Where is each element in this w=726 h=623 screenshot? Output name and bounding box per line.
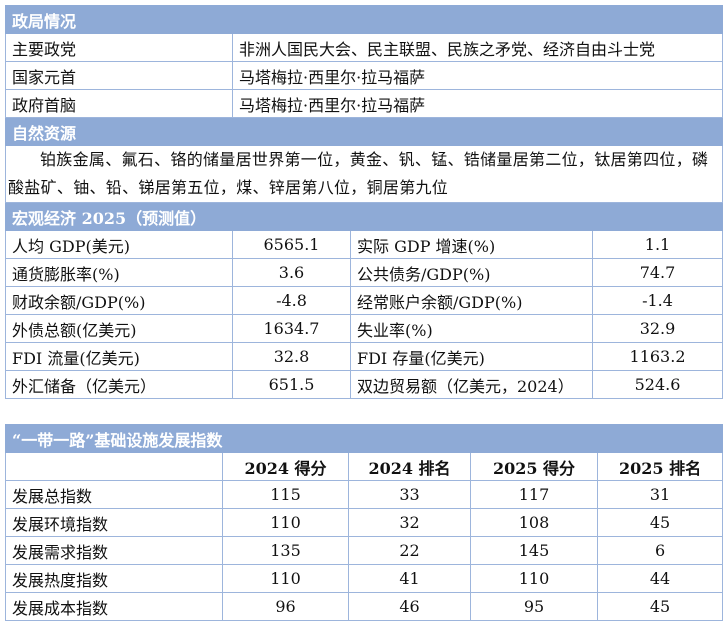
cell-value: 1634.7 xyxy=(232,314,351,343)
empty-cell xyxy=(5,452,223,481)
cell-value: 524.6 xyxy=(591,370,724,399)
table-row: 发展需求指数 135 22 145 6 xyxy=(5,536,724,565)
cell-value: 74.7 xyxy=(591,258,724,287)
table-row: FDI 流量(亿美元) 32.8 FDI 存量(亿美元) 1163.2 xyxy=(5,342,724,371)
cell-value: 31 xyxy=(596,480,724,509)
section-header: “一带一路”基础设施发展指数 xyxy=(4,424,724,453)
cell-value: 117 xyxy=(470,480,598,509)
cell-label: 实际 GDP 增速(%) xyxy=(350,230,593,259)
cell-value: 3.6 xyxy=(232,258,351,287)
paragraph: 铂族金属、氟石、铬的储量居世界第一位，黄金、钒、锰、锆储量居第二位，钛居第四位，… xyxy=(4,145,724,203)
cell-value: 45 xyxy=(596,592,724,621)
cell-value: 44 xyxy=(596,564,724,593)
row-label: 发展成本指数 xyxy=(5,592,223,621)
row-label: 政府首脑 xyxy=(5,89,233,118)
row-value: 马塔梅拉·西里尔·拉马福萨 xyxy=(231,89,724,118)
column-header: 2024 排名 xyxy=(348,452,471,481)
cell-value: 110 xyxy=(222,564,349,593)
cell-label: 通货膨胀率(%) xyxy=(5,258,233,287)
cell-value: 1163.2 xyxy=(591,342,724,371)
cell-label: 外债总额(亿美元) xyxy=(5,314,233,343)
section-title: 自然资源 xyxy=(4,117,724,146)
cell-label: FDI 存量(亿美元) xyxy=(350,342,593,371)
cell-value: 33 xyxy=(348,480,471,509)
cell-value: 45 xyxy=(596,508,724,537)
column-header: 2025 得分 xyxy=(470,452,598,481)
column-header: 2024 得分 xyxy=(222,452,349,481)
cell-value: -4.8 xyxy=(232,286,351,315)
row-label: 发展总指数 xyxy=(5,480,223,509)
table-row: 政府首脑 马塔梅拉·西里尔·拉马福萨 xyxy=(5,89,724,118)
section-header: 自然资源 xyxy=(4,117,724,146)
column-header: 2025 排名 xyxy=(596,452,724,481)
cell-value: 32.9 xyxy=(591,314,724,343)
cell-label: 经常账户余额/GDP(%) xyxy=(350,286,593,315)
table-row: 发展环境指数 110 32 108 45 xyxy=(5,508,724,537)
row-value: 马塔梅拉·西里尔·拉马福萨 xyxy=(231,61,724,90)
cell-value: -1.4 xyxy=(591,286,724,315)
table-row: 发展成本指数 96 46 95 45 xyxy=(5,592,724,621)
cell-label: FDI 流量(亿美元) xyxy=(5,342,233,371)
row-label: 发展环境指数 xyxy=(5,508,223,537)
bri-table: “一带一路”基础设施发展指数 2024 得分 2024 排名 2025 得分 2025 … xyxy=(4,424,724,621)
table-row: 外汇储备（亿美元） 651.5 双边贸易额（亿美元，2024） 524.6 xyxy=(5,370,724,399)
cell-value: 135 xyxy=(222,536,349,565)
table-row: 通货膨胀率(%) 3.6 公共债务/GDP(%) 74.7 xyxy=(5,258,724,287)
cell-label: 双边贸易额（亿美元，2024） xyxy=(350,370,593,399)
cell-value: 108 xyxy=(470,508,598,537)
cell-value: 95 xyxy=(470,592,598,621)
country-table: 政局情况 主要政党 非洲人国民大会、民主联盟、民族之矛党、经济自由斗士党 国家元首 马塔… xyxy=(4,5,724,399)
table-row: 外债总额(亿美元) 1634.7 失业率(%) 32.9 xyxy=(5,314,724,343)
cell-label: 财政余额/GDP(%) xyxy=(5,286,233,315)
row-label: 发展热度指数 xyxy=(5,564,223,593)
column-header-row: 2024 得分 2024 排名 2025 得分 2025 排名 xyxy=(5,452,724,481)
section-title: “一带一路”基础设施发展指数 xyxy=(4,424,724,453)
cell-value: 110 xyxy=(222,508,349,537)
cell-value: 6 xyxy=(596,536,724,565)
row-value: 非洲人国民大会、民主联盟、民族之矛党、经济自由斗士党 xyxy=(231,33,724,62)
cell-value: 41 xyxy=(348,564,471,593)
table-row: 发展热度指数 110 41 110 44 xyxy=(5,564,724,593)
table-row: 主要政党 非洲人国民大会、民主联盟、民族之矛党、经济自由斗士党 xyxy=(5,33,724,62)
cell-value: 115 xyxy=(222,480,349,509)
row-label: 主要政党 xyxy=(5,33,233,62)
cell-label: 人均 GDP(美元) xyxy=(5,230,233,259)
cell-value: 32.8 xyxy=(232,342,351,371)
cell-label: 外汇储备（亿美元） xyxy=(5,370,233,399)
table-row: 人均 GDP(美元) 6565.1 实际 GDP 增速(%) 1.1 xyxy=(5,230,724,259)
table-row: 国家元首 马塔梅拉·西里尔·拉马福萨 xyxy=(5,61,724,90)
cell-value: 110 xyxy=(470,564,598,593)
cell-value: 22 xyxy=(348,536,471,565)
cell-value: 32 xyxy=(348,508,471,537)
cell-value: 46 xyxy=(348,592,471,621)
section-title: 宏观经济 2025（预测值） xyxy=(4,202,724,231)
table-row: 财政余额/GDP(%) -4.8 经常账户余额/GDP(%) -1.4 xyxy=(5,286,724,315)
paragraph-row: 铂族金属、氟石、铬的储量居世界第一位，黄金、钒、锰、锆储量居第二位，钛居第四位，… xyxy=(4,145,724,203)
table-row: 发展总指数 115 33 117 31 xyxy=(5,480,724,509)
cell-value: 1.1 xyxy=(591,230,724,259)
cell-label: 失业率(%) xyxy=(350,314,593,343)
row-label: 国家元首 xyxy=(5,61,233,90)
cell-value: 6565.1 xyxy=(232,230,351,259)
cell-label: 公共债务/GDP(%) xyxy=(350,258,593,287)
section-header: 政局情况 xyxy=(4,5,724,34)
cell-value: 145 xyxy=(470,536,598,565)
row-label: 发展需求指数 xyxy=(5,536,223,565)
cell-value: 651.5 xyxy=(232,370,351,399)
cell-value: 96 xyxy=(222,592,349,621)
section-header: 宏观经济 2025（预测值） xyxy=(4,202,724,231)
section-title: 政局情况 xyxy=(4,5,724,34)
